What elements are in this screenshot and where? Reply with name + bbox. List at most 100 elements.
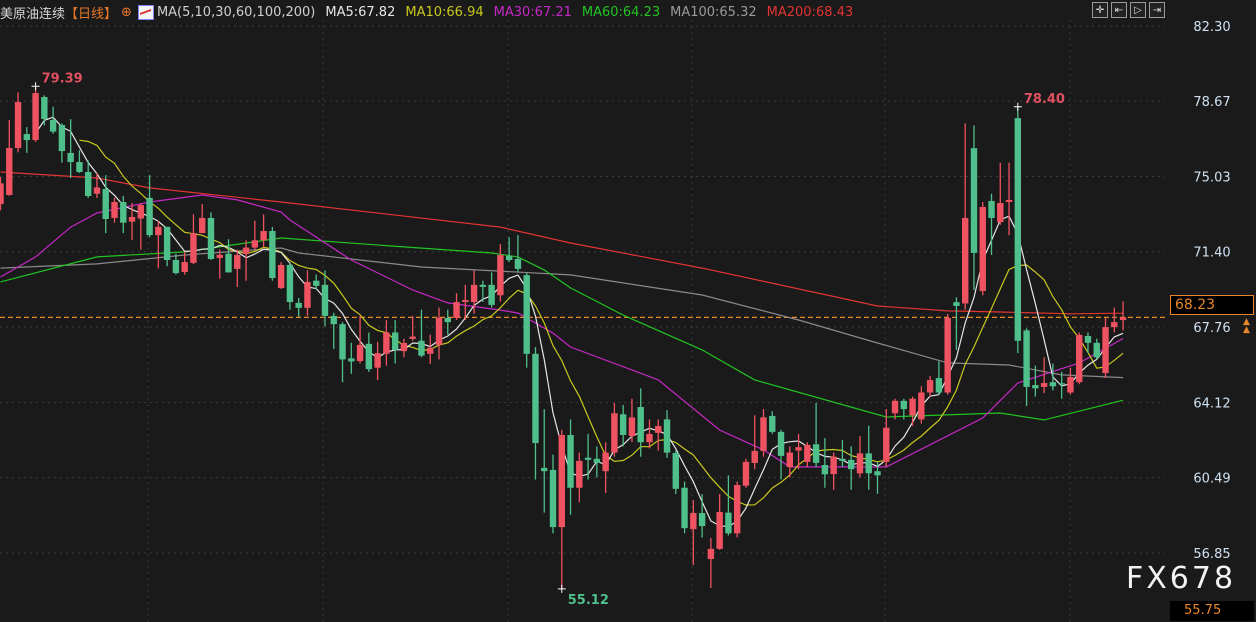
candle <box>453 293 460 321</box>
candle <box>497 244 504 302</box>
period-selector[interactable]: 【日线】 <box>65 6 118 22</box>
candle-body <box>725 512 732 534</box>
candle-body <box>155 226 162 236</box>
candle-body <box>514 258 522 269</box>
crosshair-move-icon[interactable]: ✛ <box>1092 2 1108 18</box>
candle <box>926 375 934 397</box>
ma-params[interactable]: MA(5,10,30,60,100,200) <box>156 4 316 20</box>
candle <box>944 313 951 395</box>
candle-body <box>593 458 601 463</box>
candle <box>847 446 855 490</box>
candle <box>1076 332 1083 385</box>
candle <box>549 454 557 534</box>
candle <box>1023 328 1030 406</box>
candle-body <box>383 332 390 354</box>
candle-body <box>953 302 960 306</box>
candle <box>1005 162 1013 236</box>
ma-line-ma100 <box>0 247 1124 379</box>
candle-body <box>1076 334 1083 383</box>
candle <box>733 481 741 538</box>
candle-body <box>637 407 644 443</box>
candle <box>41 95 48 126</box>
candle-body <box>269 231 276 279</box>
candle-body <box>733 485 741 534</box>
candle <box>23 127 31 153</box>
candle-body <box>260 231 267 241</box>
candle-body <box>137 205 145 219</box>
candle-body <box>1111 322 1118 328</box>
candle <box>462 284 469 321</box>
candle-body <box>427 347 434 354</box>
chart-legend: 美原油连续 【日线】 ⊕ MA(5,10,30,60,100,200) MA5:… <box>0 3 863 22</box>
candle <box>58 123 66 163</box>
zoom-range-icon[interactable]: ⇤ <box>1111 2 1127 18</box>
candle-body <box>1040 382 1048 387</box>
candle <box>637 388 644 457</box>
exit-right-icon[interactable]: ⇥ <box>1149 2 1165 18</box>
crosshair-circle-icon[interactable]: ⊕ <box>121 4 132 20</box>
candle <box>251 220 259 250</box>
ma100-value: MA100:65.32 <box>670 4 757 20</box>
candles <box>0 86 1127 589</box>
candle <box>0 177 4 211</box>
candle <box>1040 357 1048 394</box>
play-forward-icon[interactable]: ▷ <box>1130 2 1146 18</box>
candle <box>839 440 846 468</box>
candle-body <box>786 452 793 468</box>
candle-body <box>567 434 574 488</box>
candle-body <box>391 332 399 350</box>
candle-body <box>163 226 171 260</box>
candle <box>418 309 425 358</box>
candle <box>874 461 881 494</box>
candle-body <box>646 433 653 443</box>
candle-body <box>32 93 39 141</box>
candle-body <box>304 281 311 308</box>
candle-body <box>900 400 908 410</box>
candle <box>339 322 346 383</box>
candle <box>435 307 443 360</box>
candle-body <box>821 464 829 475</box>
candle-body <box>181 262 188 273</box>
candle <box>49 106 57 134</box>
candle-body <box>1032 385 1039 389</box>
candle-body <box>962 217 969 304</box>
candle <box>277 262 285 289</box>
candle <box>777 429 785 480</box>
candle <box>242 240 250 281</box>
candle <box>163 226 171 267</box>
candle-body <box>418 340 425 356</box>
candle <box>269 226 276 281</box>
candle-body <box>374 353 381 368</box>
candle <box>32 86 39 142</box>
candle <box>409 315 416 341</box>
candle <box>137 203 145 250</box>
candle <box>295 297 302 317</box>
double-chevron-up-icon[interactable]: ▲ ▲ <box>1243 317 1250 335</box>
annotations: 79.39 78.40 55.12 <box>31 71 1065 608</box>
ma10-value: MA10:66.94 <box>405 4 484 20</box>
candle-body <box>1014 118 1022 341</box>
candle <box>584 433 592 480</box>
candle <box>935 361 943 395</box>
candle <box>962 123 969 310</box>
candle <box>155 220 162 269</box>
candle <box>541 409 548 513</box>
candle-body <box>532 353 539 444</box>
candle <box>488 272 495 308</box>
candle-body <box>6 147 13 195</box>
candle-body <box>365 343 373 370</box>
candle-body <box>760 417 767 451</box>
candle <box>725 475 732 536</box>
candle <box>225 239 232 273</box>
ma-line-ma10 <box>79 139 1124 506</box>
y-tick-label: 78.67 <box>1193 95 1230 110</box>
line-chart-icon[interactable] <box>137 4 154 20</box>
candle <box>304 270 311 316</box>
candle-body <box>242 247 250 254</box>
candle <box>830 452 837 490</box>
candle <box>856 436 864 478</box>
candle-body <box>479 284 487 287</box>
candle <box>111 197 118 223</box>
candle <box>786 446 793 478</box>
